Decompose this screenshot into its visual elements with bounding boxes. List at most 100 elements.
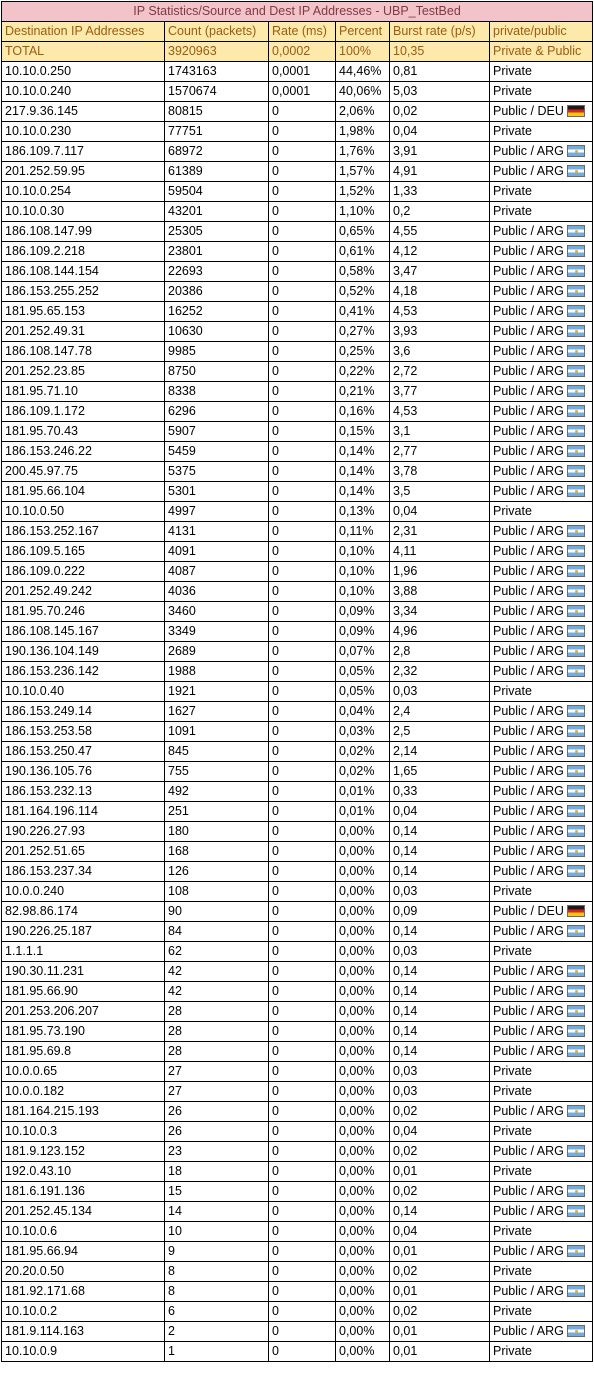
percent-cell: 0,00% xyxy=(335,1281,390,1302)
count-cell: 42 xyxy=(164,981,269,1002)
percent-text: 0,00% xyxy=(339,1144,375,1158)
ip-address-cell: 20.20.0.50 xyxy=(1,1261,165,1282)
rate-text: 0 xyxy=(272,504,279,518)
rate-cell: 0 xyxy=(268,201,336,222)
ip-address-cell: 201.252.45.134 xyxy=(1,1201,165,1222)
ip-address-text: 186.108.145.167 xyxy=(5,624,99,638)
column-header-count: Count (packets) xyxy=(164,21,269,42)
rate-cell: 0 xyxy=(268,521,336,542)
burst-rate-text: 4,53 xyxy=(393,404,418,418)
percent-cell: 0,65% xyxy=(335,221,390,242)
argentina-flag-icon xyxy=(566,425,585,437)
burst-rate-cell: 4,11 xyxy=(389,541,490,562)
table-row: 201.252.23.85 8750 0 0,22% 2,72 Public / ARG xyxy=(1,361,594,382)
burst-rate-cell: 0,02 xyxy=(389,1301,490,1322)
ip-address-text: 186.153.236.142 xyxy=(5,664,99,678)
private-public-cell: Public / ARG xyxy=(488,1241,594,1262)
count-cell: 8750 xyxy=(164,361,269,382)
burst-rate-text: 2,32 xyxy=(393,664,418,678)
count-text: 42 xyxy=(168,964,182,978)
burst-rate-text: 0,01 xyxy=(393,1284,418,1298)
private-public-text: Private xyxy=(493,1264,532,1278)
rate-cell: 0 xyxy=(268,361,336,382)
burst-rate-text: 3,88 xyxy=(393,584,418,598)
count-cell: 2 xyxy=(164,1321,269,1342)
percent-text: 0,00% xyxy=(339,844,375,858)
burst-rate-cell: 2,77 xyxy=(389,441,490,462)
column-header-rate: Rate (ms) xyxy=(268,21,336,42)
rate-text: 0 xyxy=(272,1124,279,1138)
ip-address-cell: 181.95.70.43 xyxy=(1,421,165,442)
ip-address-cell: 181.95.66.94 xyxy=(1,1241,165,1262)
rate-text: 0 xyxy=(272,604,279,618)
ip-address-text: 186.153.250.47 xyxy=(5,744,92,758)
percent-cell: 0,00% xyxy=(335,981,390,1002)
table-row: 186.153.255.252 20386 0 0,52% 4,18 Public / A… xyxy=(1,281,594,302)
count-text: 6 xyxy=(168,1304,175,1318)
count-text: 59504 xyxy=(168,184,203,198)
ip-address-text: 186.109.7.117 xyxy=(5,144,85,158)
ip-address-text: 181.9.114.163 xyxy=(5,1324,85,1338)
percent-text: 0,14% xyxy=(339,484,375,498)
count-cell: 4997 xyxy=(164,501,269,522)
private-public-cell: Private xyxy=(488,61,594,82)
ip-address-text: 10.10.0.254 xyxy=(5,184,72,198)
burst-rate-text: 2,14 xyxy=(393,744,418,758)
burst-rate-cell: 0,02 xyxy=(389,1181,490,1202)
count-cell: 27 xyxy=(164,1081,269,1102)
rate-text: 0 xyxy=(272,1044,279,1058)
count-cell: 42 xyxy=(164,961,269,982)
percent-text: 0,65% xyxy=(339,224,375,238)
private-public-text: Public / ARG xyxy=(493,864,564,878)
table-row: 186.109.7.117 68972 0 1,76% 3,91 Public / ARG xyxy=(1,141,594,162)
table-row: 10.10.0.254 59504 0 1,52% 1,33 Private xyxy=(1,181,594,202)
ip-address-text: 1.1.1.1 xyxy=(5,944,44,958)
rate-text: 0 xyxy=(272,324,279,338)
private-public-text: Public / ARG xyxy=(493,164,564,178)
percent-cell: 0,00% xyxy=(335,1081,390,1102)
private-public-cell: Public / ARG xyxy=(488,921,594,942)
count-text: 22693 xyxy=(168,264,203,278)
percent-text: 0,14% xyxy=(339,444,375,458)
argentina-flag-icon xyxy=(566,1245,585,1257)
count-text: 43201 xyxy=(168,204,203,218)
ip-address-cell: 10.10.0.30 xyxy=(1,201,165,222)
count-text: 23 xyxy=(168,1144,182,1158)
table-row: 10.0.0.182 27 0 0,00% 0,03 Private xyxy=(1,1081,594,1102)
ip-address-text: 10.10.0.40 xyxy=(5,684,65,698)
count-text: 1988 xyxy=(168,664,196,678)
percent-text: 0,00% xyxy=(339,1104,375,1118)
burst-rate-text: 0,01 xyxy=(393,1164,418,1178)
ip-address-cell: 186.109.2.218 xyxy=(1,241,165,262)
table-row: 10.10.0.2 6 0 0,00% 0,02 Private xyxy=(1,1301,594,1322)
table-row: 181.95.66.104 5301 0 0,14% 3,5 Public / ARG xyxy=(1,481,594,502)
burst-rate-cell: 2,14 xyxy=(389,741,490,762)
column-header-destination-ip: Destination IP Addresses xyxy=(1,21,165,42)
ip-address-text: 10.0.0.65 xyxy=(5,1064,58,1078)
percent-cell: 0,00% xyxy=(335,1301,390,1322)
burst-rate-text: 0,02 xyxy=(393,104,418,118)
private-public-text: Public / ARG xyxy=(493,484,564,498)
ip-address-text: 10.10.0.6 xyxy=(5,1224,58,1238)
rate-cell: 0 xyxy=(268,881,336,902)
rate-cell: 0 xyxy=(268,301,336,322)
rate-cell: 0 xyxy=(268,1101,336,1122)
rate-text: 0,0001 xyxy=(272,64,311,78)
rate-cell: 0 xyxy=(268,1321,336,1342)
burst-rate-text: 2,8 xyxy=(393,644,411,658)
rate-text: 0 xyxy=(272,164,279,178)
count-cell: 25305 xyxy=(164,221,269,242)
count-cell: 9 xyxy=(164,1241,269,1262)
private-public-text: Public / ARG xyxy=(493,1244,564,1258)
count-text: 28 xyxy=(168,1004,182,1018)
percent-cell: 0,41% xyxy=(335,301,390,322)
rate-cell: 0 xyxy=(268,221,336,242)
percent-cell: 0,00% xyxy=(335,961,390,982)
burst-rate-cell: 0,14 xyxy=(389,841,490,862)
count-cell: 126 xyxy=(164,861,269,882)
burst-rate-text: 0,04 xyxy=(393,124,418,138)
ip-address-cell: 201.252.49.31 xyxy=(1,321,165,342)
percent-cell: 0,00% xyxy=(335,1061,390,1082)
private-public-cell: Public / ARG xyxy=(488,481,594,502)
ip-address-text: 192.0.43.10 xyxy=(5,1164,72,1178)
